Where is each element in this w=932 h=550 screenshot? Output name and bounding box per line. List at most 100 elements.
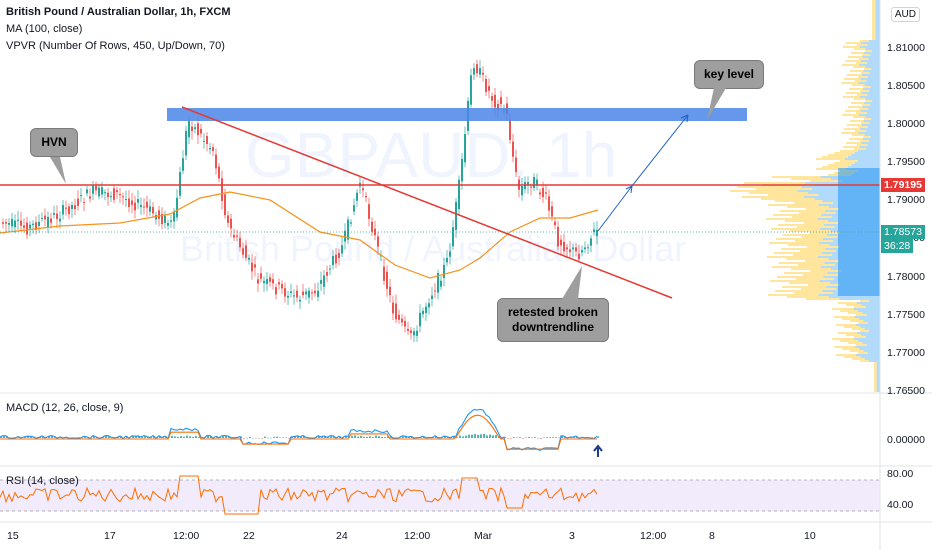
candle-body bbox=[491, 96, 493, 101]
vp-bar-down bbox=[742, 196, 805, 198]
retest-callout[interactable]: retested broken downtrendline bbox=[497, 298, 609, 342]
vp-bar-up bbox=[876, 380, 880, 382]
macd-hist-bar bbox=[51, 435, 53, 438]
vp-bar-down bbox=[847, 124, 862, 126]
projection-arrow-2[interactable] bbox=[631, 114, 689, 187]
retest-callout-line2: downtrendline bbox=[512, 320, 594, 334]
vp-bar-up bbox=[844, 158, 880, 160]
vp-bar-down bbox=[872, 14, 876, 16]
vp-bar-up bbox=[876, 384, 880, 386]
candle-body bbox=[398, 314, 400, 320]
vp-bar-up bbox=[875, 2, 880, 4]
rsi-line bbox=[0, 475, 598, 515]
vp-bar-down bbox=[842, 64, 860, 66]
vp-bar-up bbox=[853, 308, 880, 310]
candle-body bbox=[557, 226, 559, 247]
ma-legend[interactable]: MA (100, close) bbox=[6, 23, 83, 35]
vp-bar-up bbox=[848, 156, 880, 158]
candle-body bbox=[248, 257, 250, 260]
vp-bar-down bbox=[856, 344, 867, 346]
vp-bar-down bbox=[872, 6, 876, 8]
vp-bar-down bbox=[874, 382, 877, 384]
macd-hist-bar bbox=[318, 436, 320, 438]
rsi-legend[interactable]: RSI (14, close) bbox=[6, 475, 79, 487]
candle-body bbox=[173, 211, 175, 222]
candle-body bbox=[212, 147, 214, 151]
macd-hist-bar bbox=[246, 437, 248, 439]
vp-bar-down bbox=[807, 246, 840, 248]
time-axis-tick: 8 bbox=[709, 530, 715, 542]
key-level-zone[interactable] bbox=[167, 108, 747, 121]
vp-bar-up bbox=[876, 364, 880, 366]
currency-button[interactable]: AUD bbox=[890, 7, 920, 22]
macd-legend[interactable]: MACD (12, 26, close, 9) bbox=[6, 402, 124, 414]
vp-bar-up bbox=[853, 338, 880, 340]
vp-bar-up bbox=[865, 48, 880, 50]
candle-body bbox=[113, 188, 115, 200]
vp-bar-down bbox=[858, 322, 868, 324]
vp-bar-down bbox=[799, 212, 836, 214]
candle-body bbox=[176, 197, 178, 218]
vp-bar-down bbox=[841, 82, 859, 84]
vp-bar-up bbox=[861, 42, 880, 44]
vp-bar-down bbox=[840, 160, 858, 162]
projection-arrow-1-head bbox=[625, 185, 633, 194]
macd-hist-bar bbox=[249, 436, 251, 438]
vp-bar-down bbox=[756, 188, 812, 190]
price-axis-tick: 1.77500 bbox=[887, 309, 925, 321]
vp-bar-down bbox=[859, 108, 869, 110]
price-axis-tick: 1.80500 bbox=[887, 80, 925, 92]
macd-hist-bar bbox=[552, 437, 554, 438]
macd-hist-bar bbox=[297, 436, 299, 438]
vp-bar-down bbox=[828, 154, 852, 156]
hvn-callout[interactable]: HVN bbox=[30, 128, 78, 157]
symbol-title[interactable]: British Pound / Australian Dollar, 1h, F… bbox=[6, 6, 231, 18]
vp-bar-up bbox=[861, 92, 880, 94]
candle-body bbox=[575, 247, 577, 252]
bar-countdown: 36:28 bbox=[881, 239, 914, 253]
downtrend-line[interactable] bbox=[181, 106, 673, 299]
vp-bar-down bbox=[768, 294, 819, 296]
candle-body bbox=[233, 234, 235, 238]
candle-body bbox=[230, 218, 232, 229]
vp-bar-down bbox=[798, 264, 835, 266]
vp-bar-down bbox=[845, 110, 861, 112]
vp-bar-up bbox=[859, 46, 880, 48]
vp-bar-down bbox=[858, 352, 868, 354]
vp-bar-up bbox=[876, 374, 880, 376]
vp-bar-up bbox=[875, 38, 880, 40]
key-level-callout[interactable]: key level bbox=[694, 60, 764, 89]
vp-bar-down bbox=[783, 234, 827, 236]
vp-bar-down bbox=[794, 202, 833, 204]
candle-body bbox=[224, 194, 226, 216]
macd-hist-bar bbox=[525, 437, 527, 438]
vp-bar-down bbox=[872, 12, 876, 14]
candle-body bbox=[236, 235, 238, 237]
candle-body bbox=[50, 218, 52, 223]
macd-hist-bar bbox=[270, 437, 272, 439]
candle-body bbox=[302, 291, 304, 296]
vp-bar-up bbox=[875, 0, 880, 2]
level-price-tag: 1.79195 bbox=[881, 178, 925, 192]
projection-arrow-1[interactable] bbox=[597, 185, 633, 232]
vp-bar-down bbox=[761, 198, 815, 200]
macd-hist-bar bbox=[495, 435, 497, 438]
macd-hist-bar bbox=[597, 436, 599, 438]
candle-body bbox=[23, 225, 25, 228]
time-axis-tick: 3 bbox=[569, 530, 575, 542]
candle-body bbox=[422, 310, 424, 315]
vp-bar-down bbox=[872, 8, 876, 10]
vp-bar-up bbox=[858, 340, 880, 342]
vp-bar-up bbox=[866, 62, 880, 64]
candle-body bbox=[272, 279, 274, 284]
macd-hist-bar bbox=[351, 435, 353, 438]
vp-bar-down bbox=[849, 138, 863, 140]
candle-body bbox=[143, 206, 145, 208]
macd-hist-bar bbox=[384, 437, 386, 438]
vp-bar-up bbox=[839, 298, 880, 300]
vp-bar-up bbox=[870, 104, 880, 106]
vp-bar-down bbox=[861, 72, 870, 74]
candle-body bbox=[62, 205, 64, 215]
vpvr-legend[interactable]: VPVR (Number Of Rows, 450, Up/Down, 70) bbox=[6, 40, 225, 52]
